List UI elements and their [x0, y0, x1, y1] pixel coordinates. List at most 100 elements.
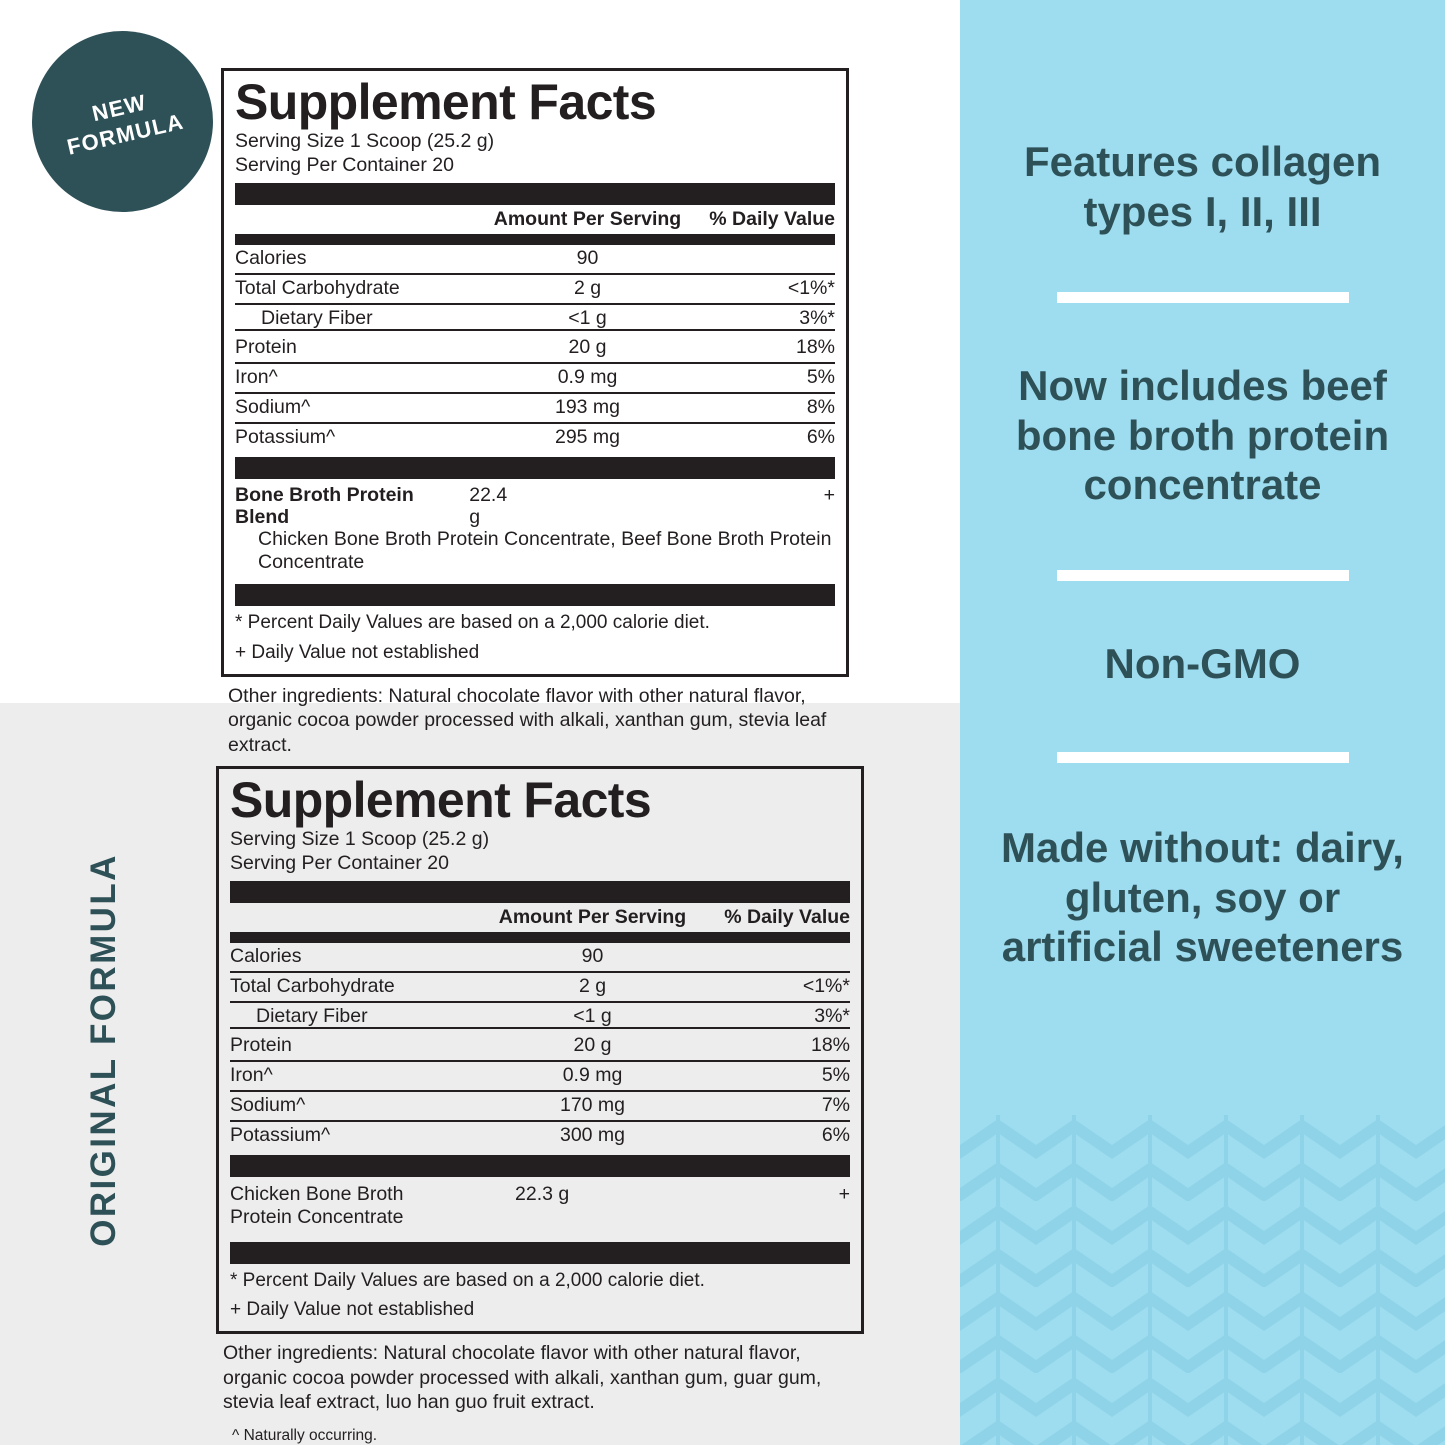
serving-size: Serving Size 1 Scoop (25.2 g) [230, 828, 490, 850]
blend-amount: 22.3 g [515, 1182, 570, 1205]
nutrient-name: Total Carbohydrate [230, 974, 395, 997]
blend-left: Bone Broth Protein Blend 22.4 g [235, 483, 520, 529]
blend-row: Chicken Bone Broth Protein Concentrate 2… [230, 1177, 850, 1237]
header-bar-bottom [230, 932, 850, 943]
table-row: Sodium^ 193 mg 8% [235, 394, 835, 424]
nutrient-dv: 7% [821, 1094, 850, 1117]
nutrient-name: Sodium^ [235, 396, 311, 419]
servings-per-container: Serving Per Container 20 [230, 851, 449, 874]
original-formula-vertical-label: ORIGINAL FORMULA [84, 853, 123, 1247]
nutrient-amount: 0.9 mg [562, 1064, 623, 1087]
feature-item-non-gmo: Non-GMO [1104, 639, 1301, 687]
nutrient-dv: 18% [810, 1034, 850, 1057]
nutrient-amount: 193 mg [554, 396, 621, 419]
nutrient-dv: 5% [806, 366, 835, 389]
nutrient-name: Iron^ [230, 1064, 273, 1087]
divider-rule-2 [1056, 569, 1349, 581]
nutrient-dv: 3%* [700, 1005, 850, 1030]
new-formula-badge: NEW FORMULA [32, 31, 213, 212]
nutrient-amount: 2 g [573, 276, 602, 299]
nutrient-amount: 2 g [578, 974, 607, 997]
blend-dv: + [838, 1182, 850, 1205]
supplement-facts-original: Supplement Facts Serving Size 1 Scoop (2… [216, 766, 864, 1445]
feature-item-collagen: Features collagen types I, II, III [1023, 138, 1382, 235]
nutrient-name: Potassium^ [235, 425, 336, 448]
nutrient-amount: 295 mg [554, 425, 621, 448]
nutrient-dv: <1%* [802, 974, 850, 997]
nutrient-dv: 8% [806, 396, 835, 419]
nutrient-dv: <1%* [787, 276, 835, 299]
footnote-daily-value-not-established: + Daily Value not established [230, 1299, 475, 1321]
nutrient-dv [700, 946, 850, 968]
blend-sub-ingredients: Chicken Bone Broth Protein Concentrate, … [258, 528, 832, 574]
nutrient-name: Protein [230, 1034, 292, 1057]
table-row: Calories 90 [235, 245, 835, 275]
supplement-facts-box: Supplement Facts Serving Size 1 Scoop (2… [221, 68, 849, 678]
nutrient-dv: 6% [821, 1123, 850, 1146]
table-row: Iron^ 0.9 mg 5% [235, 364, 835, 395]
nutrient-name: Calories [235, 247, 307, 269]
column-header-daily-value: % Daily Value [709, 207, 835, 230]
nutrient-dv: 6% [806, 425, 835, 448]
supplement-facts-title: Supplement Facts [235, 74, 657, 130]
table-row: Calories 90 [230, 943, 850, 973]
column-header-daily-value: % Daily Value [724, 905, 850, 928]
divider-rule-1 [1056, 292, 1349, 304]
nutrient-amount: 20 g [573, 1034, 612, 1057]
naturally-occurring-note: ^ Naturally occurring. [232, 1426, 378, 1444]
nutrient-amount: <1 g [485, 1005, 700, 1030]
nutrient-amount: 0.9 mg [557, 366, 618, 389]
column-headers: Amount Per Serving % Daily Value [235, 205, 835, 234]
blend-spacer [520, 485, 775, 529]
nutrient-name: Dietary Fiber [235, 307, 490, 332]
nutrient-amount: 20 g [568, 336, 607, 359]
column-header-amount: Amount Per Serving [498, 905, 687, 928]
blend-amount: 22.4 g [469, 483, 508, 528]
table-row: Potassium^ 300 mg 6% [230, 1122, 850, 1150]
servings-per-container: Serving Per Container 20 [235, 153, 454, 176]
footnote-percent-daily: * Percent Daily Values are based on a 2,… [235, 612, 710, 634]
header-bar-bottom [235, 234, 835, 245]
table-row: Dietary Fiber <1 g 3%* [230, 1003, 850, 1033]
left-column: NEW FORMULA ORIGINAL FORMULA Supplement … [0, 31, 960, 1445]
footer-bar [235, 584, 835, 607]
footnote-percent-daily: * Percent Daily Values are based on a 2,… [230, 1269, 705, 1291]
nutrient-name: Sodium^ [230, 1094, 306, 1117]
divider-rule-3 [1056, 752, 1349, 764]
nutrient-name: Dietary Fiber [230, 1005, 485, 1030]
column-header-blank [230, 907, 485, 928]
table-row: Protein 20 g 18% [235, 334, 835, 365]
nutrient-amount: 90 [581, 945, 604, 967]
blend-dv: + [823, 483, 835, 506]
table-row: Total Carbohydrate 2 g <1%* [235, 275, 835, 305]
blend-separator-bar [235, 456, 835, 479]
features-column: Features collagen types I, II, III Now i… [960, 0, 1445, 1445]
blend-left: Chicken Bone Broth Protein Concentrate [230, 1183, 515, 1229]
nutrient-amount: <1 g [490, 307, 685, 332]
other-ingredients: Other ingredients: Natural chocolate fla… [228, 685, 827, 756]
nutrient-dv: 3%* [685, 307, 835, 332]
supplement-facts-title: Supplement Facts [230, 772, 652, 828]
footnote-daily-value-not-established: + Daily Value not established [235, 641, 480, 663]
blend-separator-bar [230, 1154, 850, 1177]
serving-size: Serving Size 1 Scoop (25.2 g) [235, 130, 495, 152]
header-bar-top [230, 880, 850, 903]
supplement-facts-new: Supplement Facts Serving Size 1 Scoop (2… [221, 68, 849, 757]
footer-bar [230, 1241, 850, 1264]
nutrient-name: Total Carbohydrate [235, 276, 400, 299]
blend-name-line-2: Protein Concentrate [230, 1205, 404, 1228]
column-headers: Amount Per Serving % Daily Value [230, 903, 850, 932]
blend-row: Bone Broth Protein Blend 22.4 g + [235, 479, 835, 529]
column-header-blank [235, 209, 490, 230]
nutrient-amount: 170 mg [559, 1094, 626, 1117]
supplement-facts-box: Supplement Facts Serving Size 1 Scoop (2… [216, 766, 864, 1335]
nutrient-dv [685, 248, 835, 270]
blend-name: Bone Broth Protein Blend [235, 483, 414, 528]
table-row: Total Carbohydrate 2 g <1%* [230, 973, 850, 1003]
column-header-amount: Amount Per Serving [493, 207, 682, 230]
feature-item-made-without: Made without: dairy, gluten, soy or arti… [1001, 824, 1404, 971]
table-row: Sodium^ 170 mg 7% [230, 1092, 850, 1122]
table-row: Dietary Fiber <1 g 3%* [235, 305, 835, 335]
nutrient-amount: 90 [576, 247, 599, 269]
